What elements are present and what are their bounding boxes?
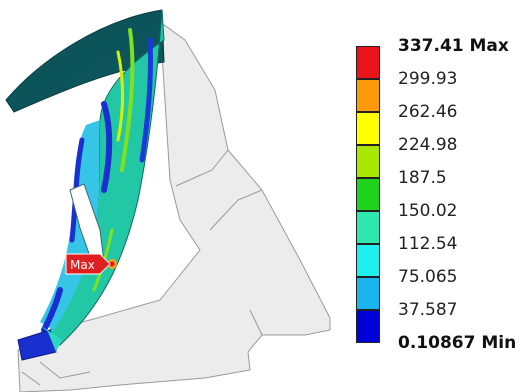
housing-edge-line xyxy=(21,371,41,386)
legend-swatch xyxy=(356,310,380,343)
housing-body xyxy=(17,20,331,392)
legend-swatch xyxy=(356,145,380,178)
legend-label: 37.587 xyxy=(398,300,458,320)
max-hotspot-core xyxy=(109,261,115,267)
housing-edge-line xyxy=(39,361,91,379)
legend-label: 187.5 xyxy=(398,168,447,188)
legend-label: 262.46 xyxy=(398,102,458,122)
legend-label: 75.065 xyxy=(398,267,458,287)
contour-low-streak xyxy=(101,101,113,193)
legend-swatch xyxy=(356,178,380,211)
legend-label: 337.41 Max xyxy=(398,36,509,56)
contour-mid-band xyxy=(116,50,124,142)
legend-swatch xyxy=(356,79,380,112)
contour-mid-band xyxy=(120,28,135,172)
max-probe: Max xyxy=(65,253,111,275)
legend-label: 0.10867 Min xyxy=(398,333,517,353)
contour-low-streak xyxy=(139,37,154,163)
housing-edge-line xyxy=(249,309,263,336)
housing-edge-line xyxy=(209,189,263,231)
legend-swatch xyxy=(356,211,380,244)
stress-legend: 337.41 Max 299.93 262.46 224.98 187.5 150.02 1… xyxy=(356,36,527,356)
legend-swatch xyxy=(356,46,380,79)
legend-label: 112.54 xyxy=(398,234,458,254)
legend-label: 150.02 xyxy=(398,201,458,221)
max-probe-label: Max xyxy=(70,258,95,272)
contour-low-streak xyxy=(69,137,85,243)
legend-label: 299.93 xyxy=(398,69,458,89)
legend-label: 224.98 xyxy=(398,135,458,155)
stress-contour-model: Max xyxy=(5,9,331,392)
housing-edge-line xyxy=(175,149,229,187)
contour-inner xyxy=(40,120,100,330)
contour-low-streak xyxy=(41,287,63,333)
legend-swatch xyxy=(356,277,380,310)
contour-base-edge xyxy=(40,325,62,352)
legend-swatch xyxy=(356,112,380,145)
legend-swatch xyxy=(356,244,380,277)
